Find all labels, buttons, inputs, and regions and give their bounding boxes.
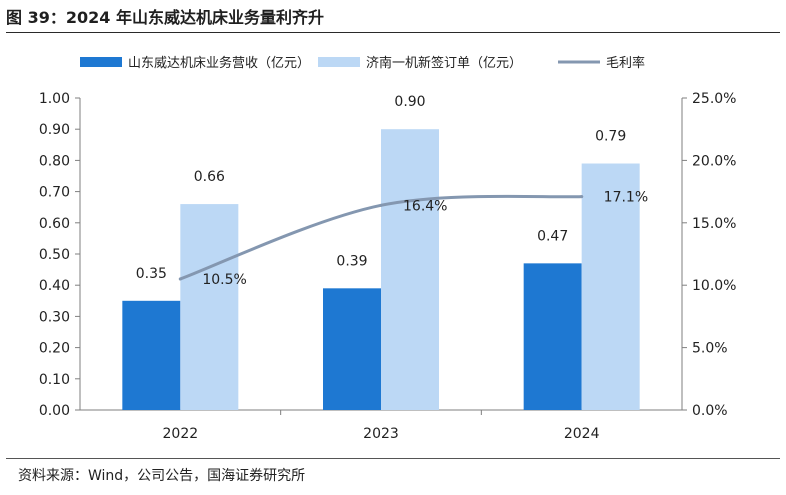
left-tick-label: 1.00 [39, 91, 70, 107]
orders-bar [180, 204, 239, 410]
left-tick-label: 0.80 [39, 153, 70, 169]
right-tick-label: 20.0% [692, 153, 736, 169]
right-tick-label: 5.0% [692, 341, 728, 357]
left-tick-label: 0.40 [39, 278, 70, 294]
title-rule [6, 32, 780, 33]
figure-title: 图 39：2024 年山东威达机床业务量利齐升 [6, 8, 324, 27]
orders-bar-label: 0.90 [394, 94, 425, 110]
legend-swatch [318, 57, 360, 67]
revenue-bar [122, 300, 181, 410]
x-tick-label: 2022 [163, 426, 199, 442]
x-tick-label: 2024 [564, 426, 600, 442]
chart: 0.00 0.10 0.20 0.30 0.40 0.50 0.60 0.70 0.80 0.90… [39, 55, 737, 442]
right-tick-label: 0.0% [692, 403, 728, 419]
left-tick-label: 0.10 [39, 372, 70, 388]
legend-label: 山东威达机床业务营收（亿元） [128, 55, 310, 71]
revenue-bar [523, 263, 582, 410]
right-tick-label: 25.0% [692, 91, 736, 107]
margin-point [379, 203, 383, 207]
left-tick-label: 0.30 [39, 309, 70, 325]
source-rule [6, 458, 780, 459]
right-tick-label: 15.0% [692, 216, 736, 232]
margin-point-label: 10.5% [202, 272, 246, 288]
revenue-bar [323, 288, 381, 410]
left-tick-label: 0.20 [39, 341, 70, 357]
margin-point-label: 17.1% [604, 190, 648, 206]
legend-label: 济南一机新签订单（亿元） [366, 55, 522, 71]
margin-point [580, 195, 584, 199]
legend-swatch [80, 57, 122, 67]
left-tick-label: 0.70 [39, 185, 70, 201]
orders-bar [581, 163, 640, 410]
revenue-bar-label: 0.39 [336, 253, 367, 269]
margin-point-label: 16.4% [403, 198, 447, 214]
orders-bar [381, 129, 439, 410]
revenue-bar-label: 0.35 [136, 266, 167, 282]
margin-point [178, 277, 182, 281]
orders-bar-label: 0.79 [595, 129, 626, 145]
x-tick-label: 2023 [363, 426, 399, 442]
right-tick-label: 10.0% [692, 278, 736, 294]
left-tick-label: 0.50 [39, 247, 70, 263]
left-tick-label: 0.90 [39, 122, 70, 138]
source-note: 资料来源：Wind，公司公告，国海证券研究所 [18, 468, 306, 484]
orders-bar-label: 0.66 [194, 169, 225, 185]
revenue-bar-label: 0.47 [537, 228, 568, 244]
left-tick-label: 0.00 [39, 403, 70, 419]
legend-label: 毛利率 [606, 55, 645, 71]
left-tick-label: 0.60 [39, 216, 70, 232]
